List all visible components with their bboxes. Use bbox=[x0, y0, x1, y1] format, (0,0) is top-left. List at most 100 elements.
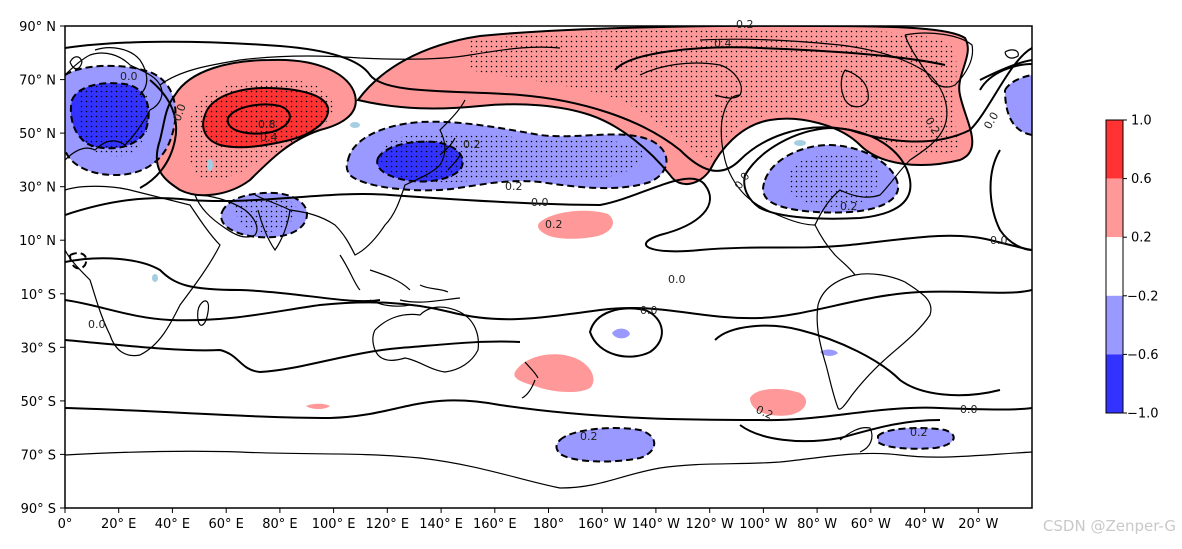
contour-positive-north bbox=[356, 26, 974, 185]
contour-label: 0.8 bbox=[258, 118, 276, 131]
coastline-greenland bbox=[904, 32, 974, 88]
x-tick-label: 20° W bbox=[958, 517, 998, 532]
x-tick-label: 140° W bbox=[632, 517, 680, 532]
lake-caspian bbox=[207, 159, 213, 171]
colorbar: 1.0 0.6 0.2 −0.2 −0.6 −1.0 bbox=[1105, 114, 1159, 422]
colorbar-tick-label: −0.2 bbox=[1127, 289, 1159, 304]
coastline-scandinavia bbox=[94, 47, 148, 96]
contour-atlantic-east bbox=[989, 149, 1032, 251]
negative-region-south-america bbox=[820, 349, 838, 356]
contour-label: 0.2 bbox=[840, 200, 858, 213]
contour-zero-southern bbox=[65, 339, 521, 374]
coastline-hudson-bay bbox=[840, 69, 869, 108]
coastline-australia bbox=[372, 306, 480, 373]
contour-label: 0.0 bbox=[640, 304, 658, 317]
contour-negative-east-asia bbox=[345, 120, 668, 192]
contour-label: 0.0 bbox=[960, 403, 978, 416]
significance-stippling-north bbox=[470, 29, 960, 160]
contour-zero-pacific-loop bbox=[714, 324, 1001, 397]
significance-stippling-america bbox=[790, 154, 879, 207]
contour-atlantic-loop bbox=[979, 63, 1032, 91]
contour-negative-japan bbox=[376, 140, 464, 183]
negative-region-southern-ocean-pacific bbox=[556, 428, 655, 462]
y-tick-label: 30° S bbox=[21, 341, 56, 356]
contour-zero-antarctic bbox=[65, 399, 1032, 422]
significance-stippling-asia bbox=[188, 79, 334, 181]
contour-label: 0.0 bbox=[171, 102, 189, 123]
significance-stippling-east-asia bbox=[380, 132, 643, 183]
x-tick-label: 60° E bbox=[209, 517, 244, 532]
colorbar-bin bbox=[1106, 178, 1123, 238]
contour-label: 0.2 bbox=[580, 430, 598, 443]
coastline-alaska bbox=[639, 62, 742, 99]
y-tick-label: 30° N bbox=[19, 181, 56, 196]
y-tick-label: 90° N bbox=[19, 20, 56, 35]
contour-label: 0.0 bbox=[990, 234, 1008, 247]
contour-label: 0.0 bbox=[120, 70, 138, 83]
coastline-antarctica bbox=[65, 450, 1032, 489]
x-tick-label: 160° E bbox=[473, 517, 517, 532]
y-tick-label: 10° N bbox=[19, 234, 56, 249]
contour-negative-north-atlantic bbox=[1004, 74, 1032, 136]
contour-negative-europe bbox=[65, 64, 177, 177]
colorbar-tick-label: −1.0 bbox=[1127, 407, 1159, 422]
contour-label: 0.2 bbox=[505, 180, 523, 193]
contour-europe-zero bbox=[139, 79, 178, 189]
x-tick-label: 40° E bbox=[155, 517, 190, 532]
contour-zero-subtropics bbox=[65, 177, 1032, 253]
coastline-india bbox=[254, 194, 291, 252]
contour-lines bbox=[65, 26, 1032, 443]
contour-negative-europe-inner bbox=[70, 82, 150, 150]
contour-label: 0.0 bbox=[668, 273, 686, 286]
negative-region-south-pacific-small bbox=[612, 328, 630, 339]
lake-baikal bbox=[350, 122, 360, 128]
contour-negative-arabia bbox=[220, 191, 308, 239]
contour-strong-positive bbox=[202, 86, 330, 149]
x-tick-label: 140° E bbox=[419, 517, 463, 532]
contour-zero-southern-loop bbox=[588, 307, 663, 358]
x-tick-label: 100° W bbox=[739, 517, 787, 532]
coastline-southeast-asia bbox=[339, 254, 461, 303]
y-tick-label: 50° S bbox=[21, 395, 56, 410]
contour-inner-positive bbox=[226, 103, 291, 135]
contour-negative-southern-pacific bbox=[555, 427, 656, 463]
x-tick-label: 40° W bbox=[905, 517, 945, 532]
colorbar-frame bbox=[1105, 119, 1124, 414]
y-tick-label: 70° S bbox=[21, 448, 56, 463]
positive-region-southeast-pacific bbox=[750, 388, 807, 416]
contour-zero-north bbox=[65, 40, 1032, 172]
y-axis-labels: 90° N 70° N 50° N 30° N 10° N 10° S 30° … bbox=[19, 20, 56, 517]
x-tick-label: 20° E bbox=[101, 517, 136, 532]
coastline-new-zealand bbox=[521, 361, 539, 399]
contour-zero-far-south bbox=[739, 419, 941, 443]
contour-label: 0.2 bbox=[463, 138, 481, 151]
coastline-europe bbox=[65, 52, 163, 161]
negative-region-southern-ocean-atlantic bbox=[878, 428, 954, 449]
contour-label: 0.4 bbox=[714, 37, 732, 50]
contour-negative-north-america bbox=[762, 143, 900, 214]
x-axis bbox=[64, 508, 979, 513]
x-tick-label: 100° E bbox=[312, 517, 356, 532]
contour-label: 0.2 bbox=[910, 426, 928, 439]
y-tick-label: 90° S bbox=[21, 502, 56, 517]
contour-negative-southern-atlantic bbox=[877, 427, 955, 450]
coastline-arabia bbox=[194, 194, 258, 238]
contour-label: 0.2 bbox=[736, 18, 754, 31]
coastline-central-america bbox=[814, 224, 856, 276]
x-axis-labels: 0° 20° E 40° E 60° E 80° E 100° E 120° E… bbox=[58, 517, 999, 532]
y-tick-label: 50° N bbox=[19, 127, 56, 142]
y-tick-label: 70° N bbox=[19, 74, 56, 89]
x-tick-label: 120° E bbox=[365, 517, 409, 532]
colorbar-tick-label: −0.6 bbox=[1127, 348, 1159, 363]
contour-zero-tropics bbox=[65, 257, 381, 303]
contour-zero-north-america-loop bbox=[743, 126, 912, 220]
negative-contour-lines bbox=[65, 64, 1032, 463]
coastline-asia-south bbox=[289, 99, 466, 256]
contour-label: 0.0 bbox=[531, 196, 549, 209]
coastline-uk bbox=[69, 56, 83, 70]
colorbar-tick-label: 1.0 bbox=[1131, 114, 1152, 129]
watermark: CSDN @Zenper-G bbox=[1042, 517, 1176, 535]
coastline-antarctic-peninsula bbox=[839, 427, 873, 453]
contour-label: 0.0 bbox=[88, 318, 106, 331]
